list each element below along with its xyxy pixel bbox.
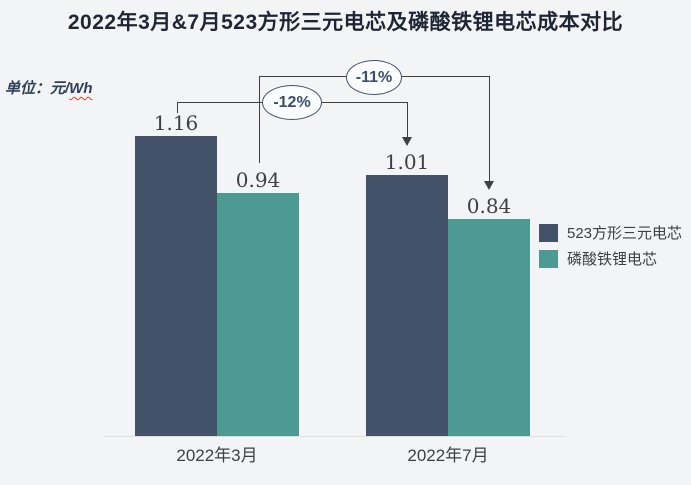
value-label-lfp-2022-03: 0.94 [235, 168, 281, 192]
unit-label-prefix: 单位：元/ [5, 80, 70, 97]
arrow-down-icon [402, 137, 412, 146]
connector-tick-12 [177, 102, 178, 113]
category-label-2022-07: 2022年7月 [407, 446, 489, 465]
unit-label: 单位：元/Wh [5, 77, 93, 98]
change-badge-12: -12% [262, 85, 322, 120]
legend: 523方形三元电芯 磷酸铁锂电芯 [539, 222, 682, 269]
category-label-2022-03: 2022年3月 [176, 446, 258, 465]
chart-title: 2022年3月&7月523方形三元电芯及磷酸铁锂电芯成本对比 [67, 11, 624, 34]
unit-label-suffix: Wh [69, 80, 93, 97]
change-badge-11: -11% [346, 60, 402, 95]
connector-drop-12 [407, 102, 408, 138]
arrow-down-icon [484, 181, 494, 190]
bar-523-2022-07 [366, 175, 448, 436]
legend-item-523: 523方形三元电芯 [539, 222, 682, 243]
change-badge-12-label: -12% [273, 93, 311, 111]
legend-label-lfp: 磷酸铁锂电芯 [567, 251, 658, 268]
legend-swatch-lfp [539, 249, 558, 268]
value-label-523-2022-03: 1.16 [153, 111, 199, 135]
connector-drop-11 [489, 76, 490, 182]
legend-label-523: 523方形三元电芯 [567, 225, 683, 242]
bar-lfp-2022-07 [448, 219, 530, 436]
bar-523-2022-03 [135, 136, 217, 436]
bar-lfp-2022-03 [217, 193, 299, 436]
legend-item-lfp: 磷酸铁锂电芯 [539, 248, 682, 269]
value-label-lfp-2022-07: 0.84 [466, 194, 512, 218]
connector-riser-11 [259, 76, 260, 163]
value-label-523-2022-07: 1.01 [384, 150, 430, 174]
change-badge-11-label: -11% [355, 68, 393, 86]
legend-swatch-523 [539, 223, 558, 242]
x-axis-line [103, 436, 565, 437]
